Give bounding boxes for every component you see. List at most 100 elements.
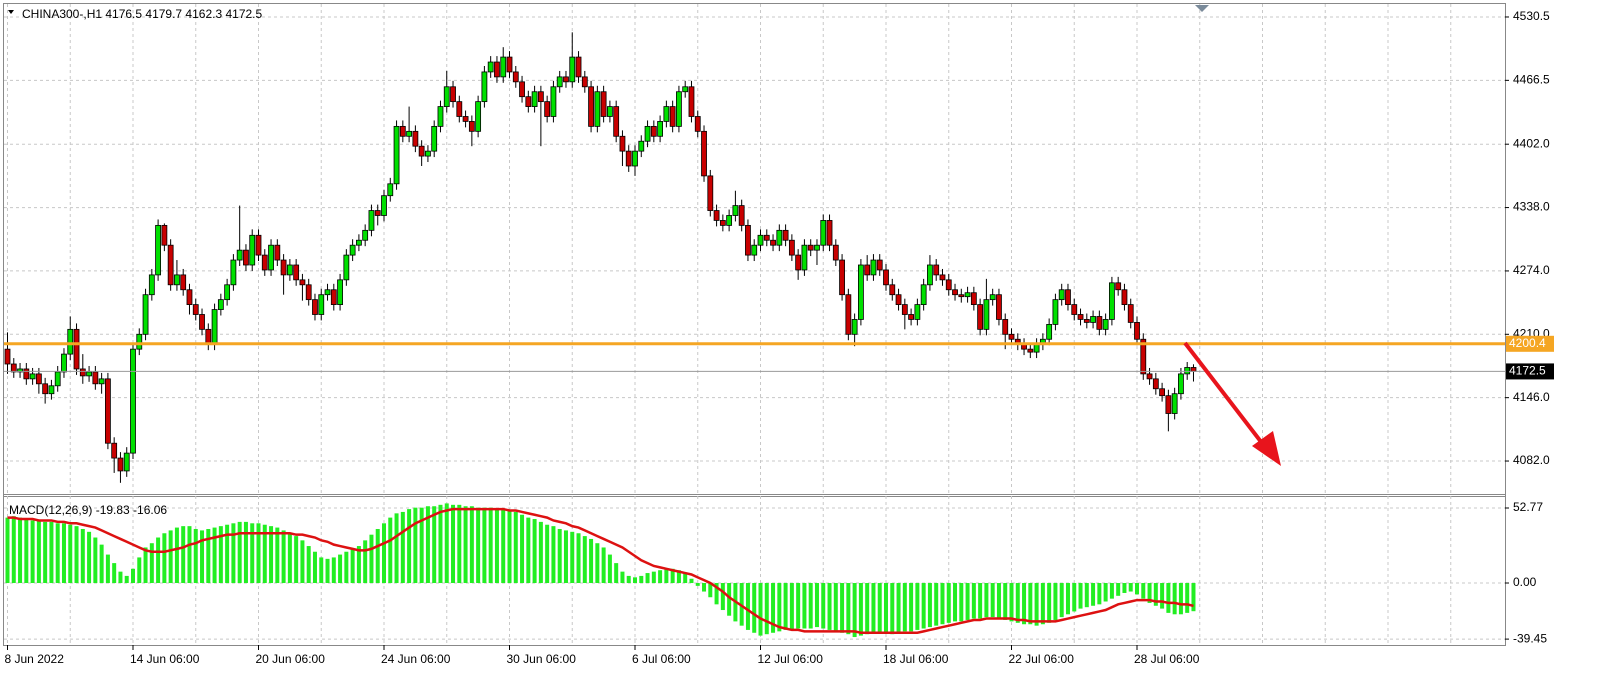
x-tick-label: 24 Jun 06:00 [381, 652, 451, 666]
macd-bar [344, 551, 349, 584]
candle-body [581, 76, 588, 88]
candle-body [644, 125, 651, 142]
macd-bar [269, 526, 274, 584]
candle-body [393, 125, 400, 185]
macd-bar [814, 583, 819, 628]
y-tick-label: 4466.5 [1513, 73, 1550, 87]
macd-title: MACD(12,26,9) -19.83 -16.06 [9, 503, 167, 517]
macd-bar [206, 528, 211, 584]
candle-body [1152, 378, 1159, 390]
candle-body [638, 140, 645, 152]
candle-body [130, 348, 136, 454]
macd-bar [1078, 583, 1083, 609]
candle-body [814, 244, 820, 251]
candle-body [751, 244, 758, 256]
macd-bar [118, 571, 123, 584]
macd-bar [877, 583, 882, 633]
macd-bar [996, 583, 1001, 619]
candle-body [895, 294, 902, 305]
candle-body [1178, 373, 1184, 395]
macd-bar [526, 517, 531, 584]
macd-bar [670, 568, 675, 584]
macd-bar [350, 548, 355, 584]
candle-body [362, 229, 369, 241]
macd-bar [174, 527, 179, 584]
candle-body [324, 289, 331, 296]
macd-bar [11, 516, 16, 584]
candle-body [261, 254, 268, 271]
macd-bar [921, 583, 926, 629]
macd-bar [953, 583, 958, 622]
macd-bar [312, 551, 317, 584]
macd-bar [243, 521, 248, 584]
candle-body [989, 294, 996, 301]
candle-body [462, 116, 469, 122]
macd-bar [532, 519, 537, 584]
macd-bar [281, 530, 286, 584]
macd-bar [1153, 583, 1158, 606]
macd-bar [413, 507, 418, 584]
macd-bar [576, 533, 581, 584]
candle-body [607, 106, 613, 117]
candle-body [556, 76, 563, 88]
candle-body [211, 309, 218, 345]
macd-bar [865, 583, 870, 635]
y-tick-label: 4402.0 [1513, 136, 1550, 150]
macd-bar [1191, 583, 1196, 612]
candle-body [381, 195, 387, 216]
macd-bar [1059, 583, 1064, 618]
macd-bar [275, 527, 280, 584]
candle-body [845, 294, 852, 335]
candle-body [1052, 299, 1059, 325]
macd-bar [808, 583, 813, 629]
macd-bar [256, 523, 261, 584]
candle-body [255, 234, 262, 256]
candle-body [343, 254, 350, 281]
candle-body [167, 244, 174, 286]
candle-body [1146, 373, 1153, 380]
macd-bar [620, 571, 625, 584]
price-label-box [1506, 363, 1554, 380]
candle-body [274, 244, 281, 261]
macd-bar [124, 575, 129, 584]
macd-bar [633, 577, 637, 584]
macd-bar [965, 583, 970, 620]
macd-bar [1084, 583, 1089, 608]
candle-body [694, 116, 701, 132]
candle-body [588, 86, 594, 127]
candle-body [161, 224, 168, 246]
candle-body [142, 294, 149, 335]
macd-bar [1065, 583, 1070, 615]
candle-body [1083, 319, 1090, 323]
candle-body [299, 279, 306, 286]
candle-body [468, 121, 475, 132]
macd-bar [143, 547, 148, 584]
candle-body [713, 210, 720, 221]
candle-body [148, 274, 155, 296]
macd-bar [149, 543, 154, 584]
trend-arrow [1183, 341, 1281, 466]
candle-body [98, 378, 105, 385]
macd-bar [18, 517, 23, 584]
macd-bar [237, 521, 242, 584]
macd-bar [946, 583, 951, 623]
candle-body [632, 150, 638, 167]
macd-bar [639, 575, 644, 584]
macd-bar [720, 583, 725, 611]
candle-body [506, 56, 513, 73]
macd-bar [5, 517, 10, 584]
macd-bar [520, 514, 525, 584]
candle-body [1165, 395, 1172, 414]
candle-body [243, 249, 249, 266]
macd-bar [1040, 583, 1045, 625]
candle-body [996, 294, 1002, 320]
shift-marker [1195, 5, 1209, 12]
candle-body [970, 292, 977, 305]
macd-bar [802, 583, 807, 629]
candle-body [117, 457, 124, 472]
macd-bar [1128, 583, 1133, 592]
macd-bar [407, 509, 412, 584]
arrow-head [1252, 431, 1281, 466]
macd-bar [294, 536, 299, 584]
candle-body [10, 363, 17, 373]
